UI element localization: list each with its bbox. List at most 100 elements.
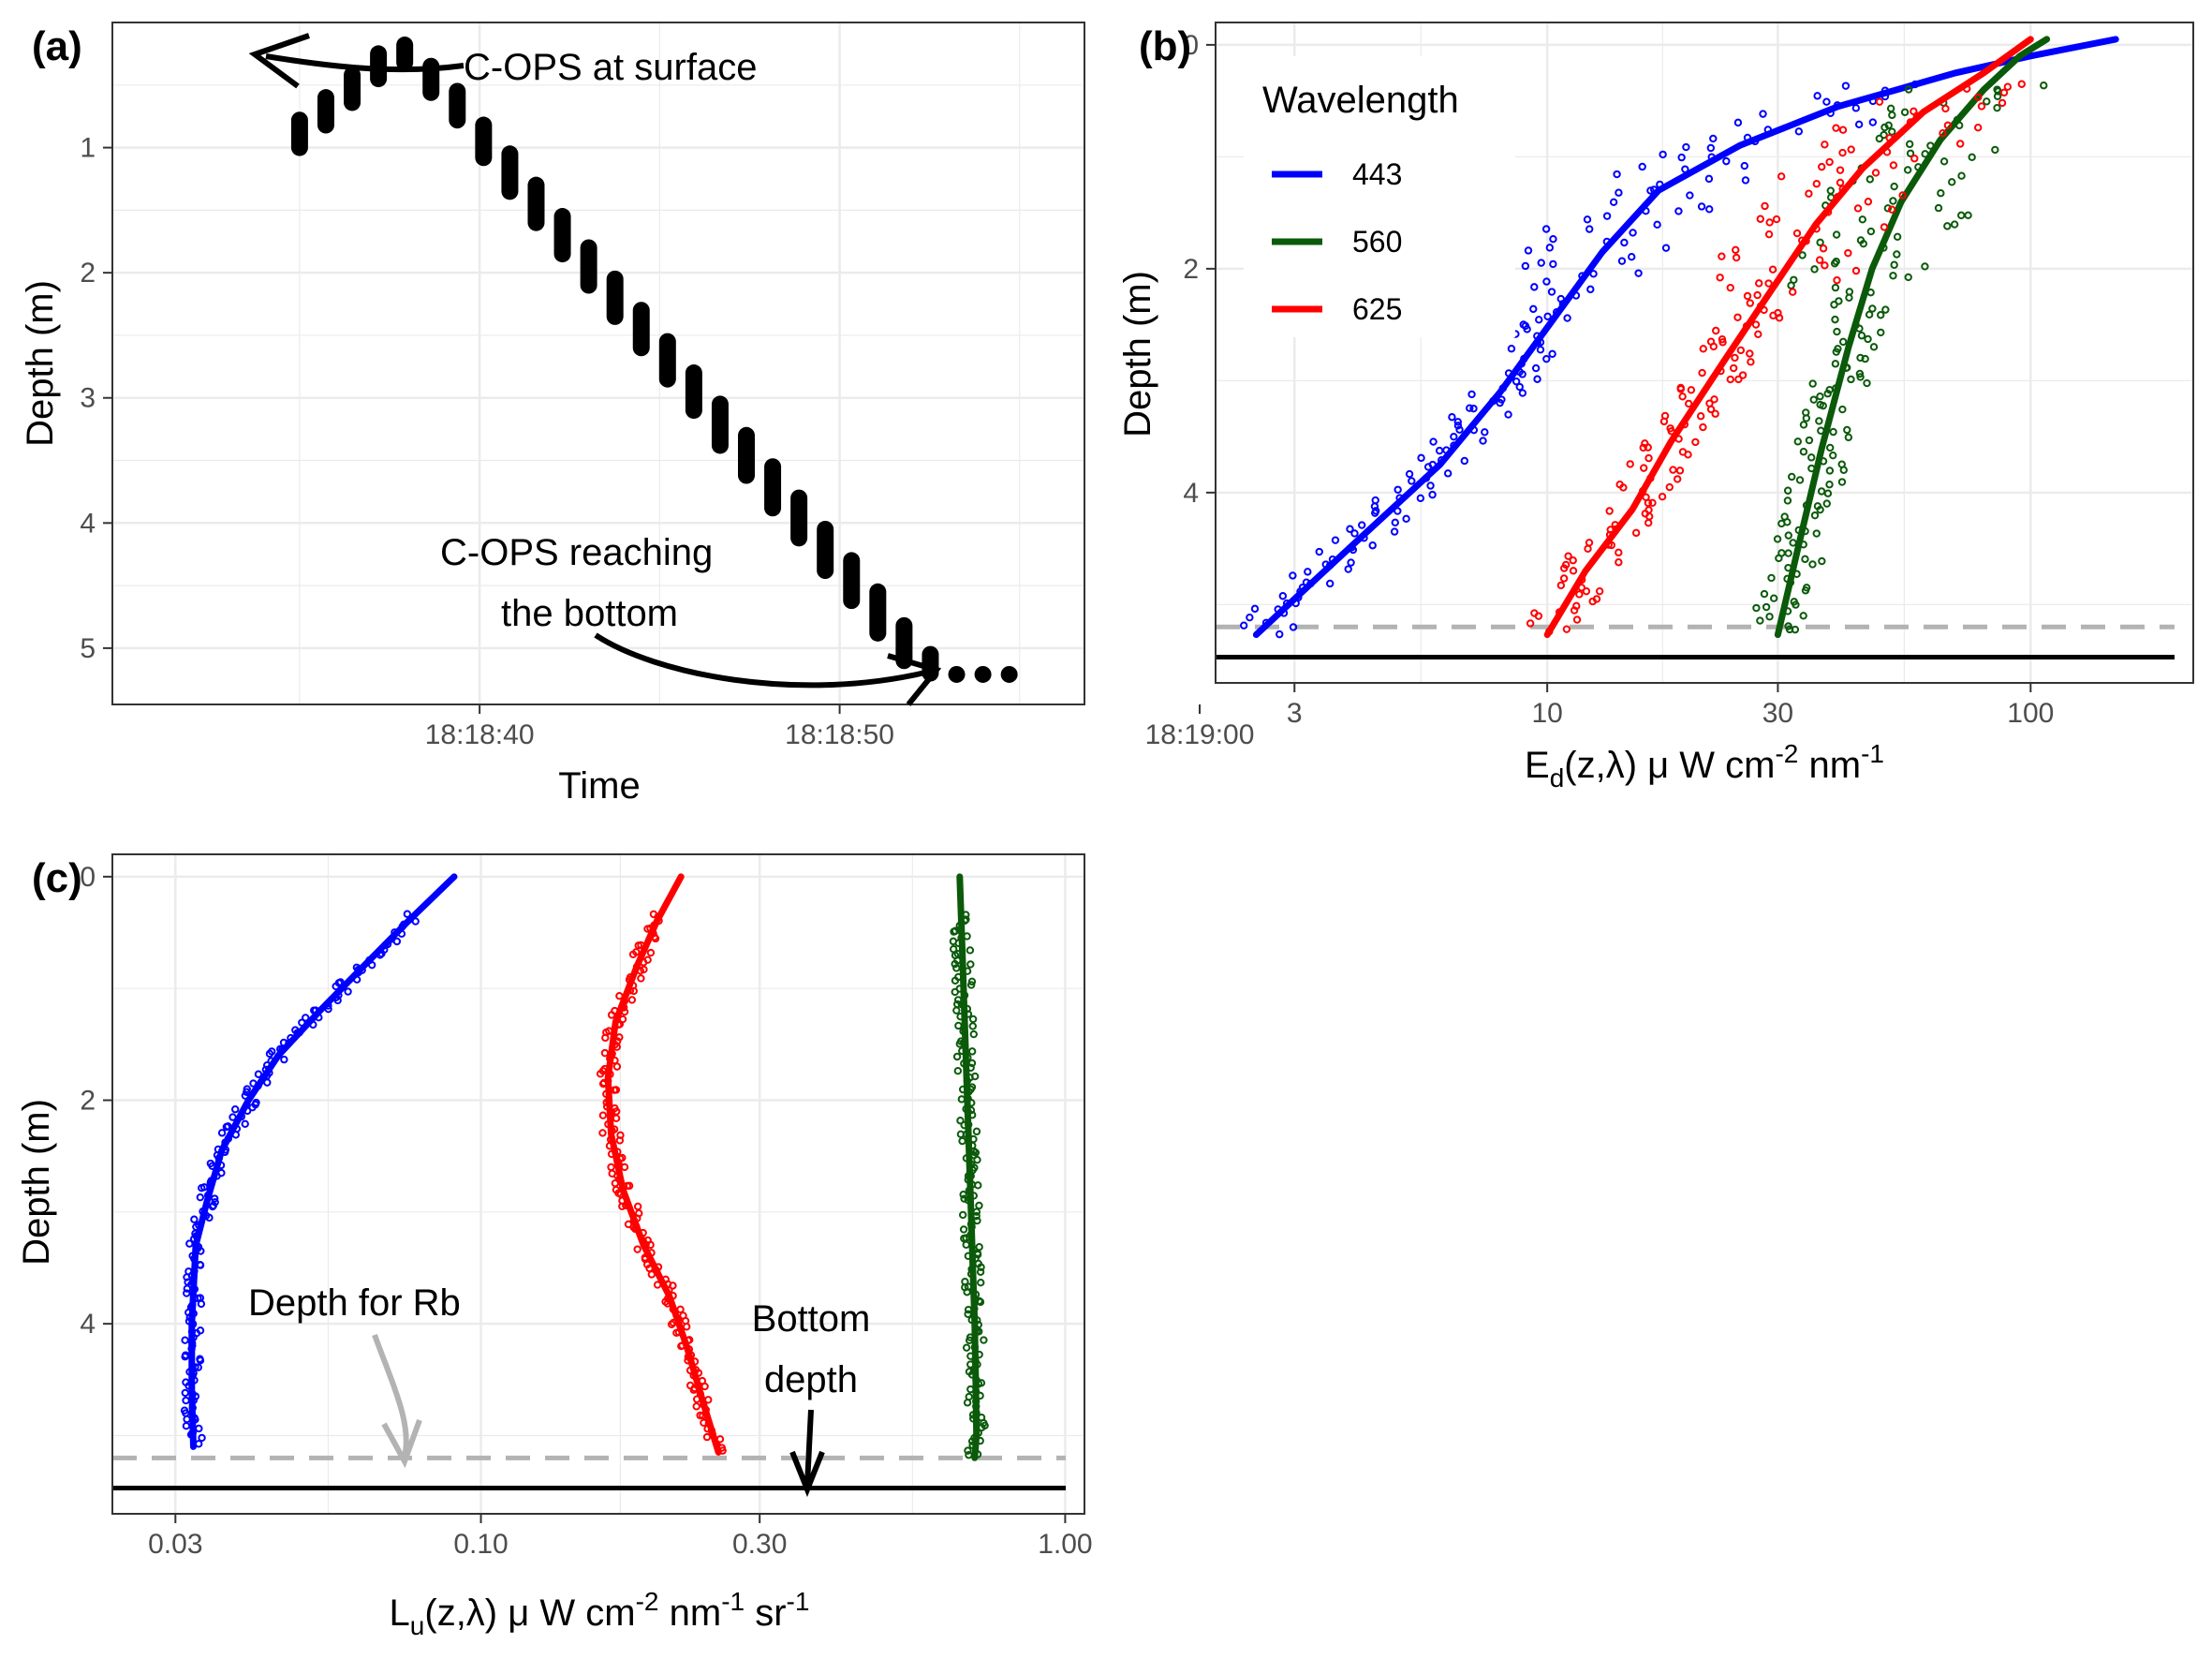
- data-point-625: [1691, 437, 1700, 447]
- data-point-560: [1784, 549, 1792, 557]
- data-point-625: [1853, 204, 1863, 213]
- data-point-560: [963, 1399, 972, 1407]
- data-point-443: [1529, 304, 1538, 314]
- data-point-560: [1877, 311, 1885, 319]
- data-point-560: [1861, 354, 1869, 363]
- data-point-560: [1823, 489, 1833, 497]
- data-point-625: [1943, 121, 1953, 129]
- data-point-560: [1809, 395, 1818, 404]
- data-point-625: [1718, 252, 1726, 260]
- data-point-625: [1747, 358, 1755, 366]
- data-point-443: [1615, 188, 1623, 197]
- data-point-625: [1746, 349, 1754, 358]
- panel-b-ylabel: Depth (m): [1117, 271, 1158, 437]
- data-point-443: [1519, 320, 1527, 329]
- data-point-625: [1712, 326, 1720, 335]
- data-point-625: [1871, 169, 1880, 177]
- data-point-625: [1569, 567, 1578, 575]
- y-tick-label: 4: [1183, 478, 1199, 509]
- data-point-443: [1515, 382, 1524, 392]
- data-point-443: [1759, 110, 1767, 118]
- data-point-443: [1289, 623, 1298, 631]
- data-point-625: [1910, 155, 1919, 163]
- data-point-443: [182, 1422, 191, 1430]
- data-point-625: [1764, 230, 1774, 239]
- data-point-560: [1863, 378, 1871, 388]
- data-point-560: [954, 1021, 963, 1030]
- data-point-625: [1753, 290, 1762, 300]
- fit-line-625: [1543, 36, 2034, 639]
- data-point-443: [265, 1049, 274, 1059]
- data-point-443: [1547, 288, 1556, 296]
- data-point-560: [1900, 108, 1910, 117]
- data-point-443: [1733, 118, 1743, 127]
- data-point-560: [1792, 600, 1800, 609]
- data-point-560: [964, 1310, 972, 1318]
- x-tick-label: 18:18:40: [425, 719, 535, 750]
- data-point-560: [968, 1015, 978, 1024]
- data-point-560: [1905, 140, 1914, 149]
- data-point-625: [1821, 261, 1829, 270]
- data-point-560: [1831, 315, 1839, 324]
- data-point-625: [1696, 412, 1705, 421]
- data-point-560: [1835, 297, 1843, 305]
- panel-b-border: [1215, 22, 2194, 684]
- data-point-443: [183, 1284, 192, 1293]
- y-tick-label: 2: [80, 258, 96, 289]
- data-point-443: [1278, 592, 1288, 600]
- panel-c-xlabel-mid3: sr: [745, 1592, 786, 1634]
- data-point-625: [1534, 612, 1543, 620]
- data-point-443: [1350, 529, 1359, 538]
- data-point-625: [1733, 313, 1742, 321]
- annotation-bottom-arrow-head: [887, 653, 942, 706]
- data-point-625: [1836, 166, 1845, 174]
- data-point-560: [1816, 238, 1824, 247]
- data-point-625: [646, 1240, 655, 1250]
- data-point-625: [1775, 314, 1784, 322]
- data-point-625: [1669, 466, 1677, 474]
- data-point-625: [1718, 338, 1727, 347]
- data-point-560: [951, 976, 960, 985]
- data-point-625: [1956, 140, 1965, 148]
- panel-c-border: [111, 853, 1085, 1515]
- data-point-625: [2003, 82, 2013, 91]
- data-point-443: [1450, 432, 1458, 441]
- data-point-443: [1704, 174, 1714, 184]
- data-point-443: [1706, 143, 1716, 153]
- data-point-443: [1391, 518, 1399, 527]
- data-point-625: [1644, 453, 1653, 463]
- data-point-560: [1765, 613, 1774, 621]
- data-point-560: [969, 1029, 978, 1039]
- panel-b-xlabel: Ed(z,λ) μ W cm-2 nm-1: [1525, 739, 1884, 792]
- x-tick-label: 100: [2007, 698, 2054, 729]
- data-point-443: [1467, 390, 1476, 399]
- data-point-625: [612, 1062, 622, 1071]
- data-point-443: [1628, 252, 1636, 261]
- data-point-625: [1684, 399, 1693, 408]
- data-point-625: [1716, 274, 1724, 282]
- data-point-560: [950, 927, 958, 936]
- data-point-560: [1762, 602, 1771, 612]
- data-point-560: [1937, 189, 1945, 198]
- data-point-443: [1697, 202, 1706, 211]
- data-point-443: [190, 1215, 199, 1223]
- x-tick-label: 0.03: [148, 1529, 202, 1560]
- data-point-625: [1765, 218, 1774, 227]
- panel-c-xlabel-sup2: -1: [721, 1587, 745, 1616]
- data-point-625: [1746, 299, 1755, 307]
- data-point-625: [612, 1107, 621, 1116]
- legend-items: 443 560 625: [1272, 157, 1402, 326]
- data-point-443: [392, 937, 402, 946]
- data-point-560: [1880, 123, 1889, 132]
- data-point-560: [1830, 301, 1838, 309]
- data-point-560: [1832, 348, 1841, 356]
- legend-label-625: 625: [1352, 292, 1402, 326]
- data-point-625: [1851, 266, 1861, 275]
- data-point-443: [196, 1356, 205, 1365]
- data-point-443: [1250, 604, 1260, 614]
- panel-a-border: [111, 22, 1085, 705]
- data-point-560: [1816, 392, 1824, 401]
- annotation-bottom-depth-text-2: depth: [764, 1359, 858, 1400]
- data-point-560: [1845, 293, 1853, 303]
- data-point-443: [1638, 162, 1646, 171]
